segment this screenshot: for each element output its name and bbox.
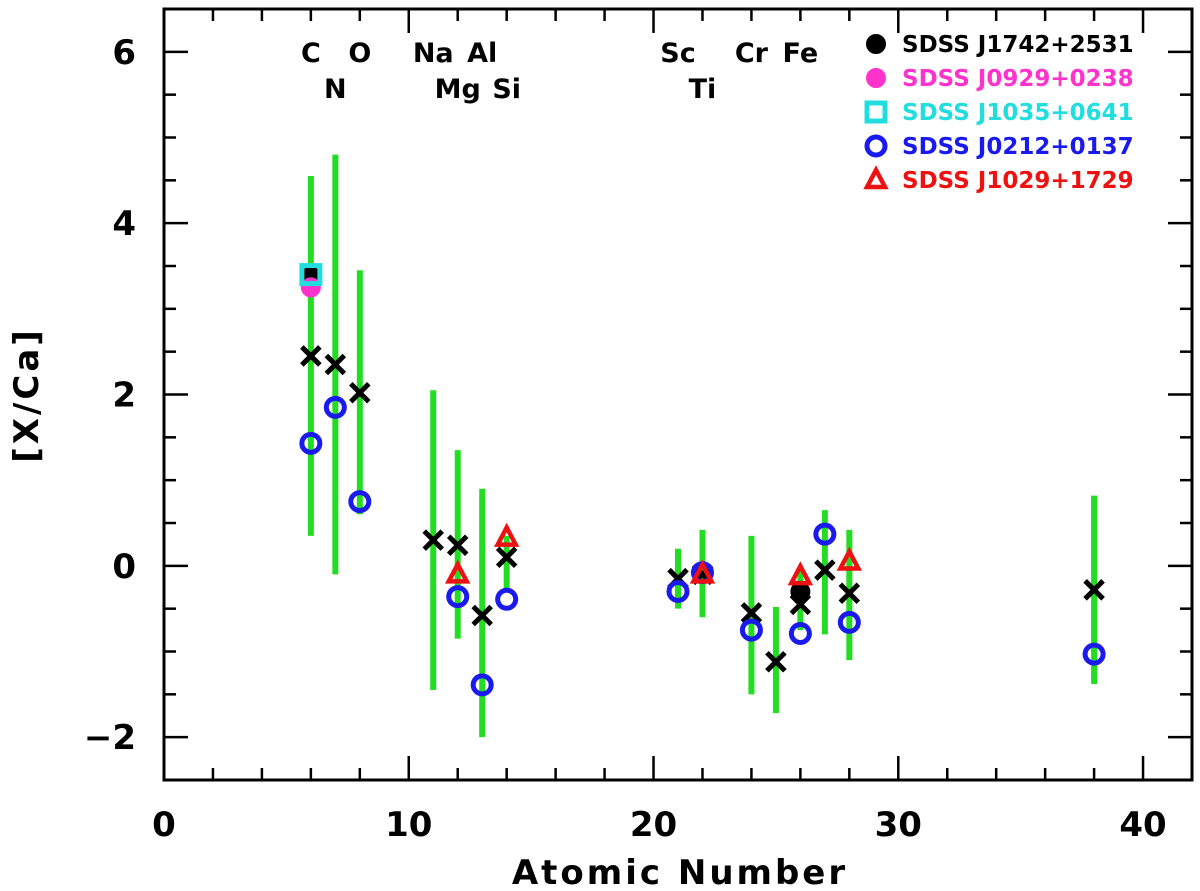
reference-point [814,559,836,581]
series-0 [300,266,811,602]
cross-stroke [471,604,493,627]
cross-stroke [349,382,371,404]
y-tick-label: −2 [84,718,136,758]
tick-layer: 0 10 20 30 40 −2 0 2 4 6 [84,7,1194,845]
cross-stroke [446,534,469,557]
data-point [348,490,372,514]
cross-stroke [765,651,787,673]
data-point [836,546,863,571]
legend-label: SDSS J0929+0238 [902,66,1134,92]
cross-stroke [1083,579,1105,601]
data-point [299,431,323,455]
legend-marker [864,134,888,158]
series-layer [299,263,1106,697]
reference-point [495,546,518,569]
reference-point [1083,579,1105,601]
legend-marker [864,100,888,124]
element-label: Ti [689,74,717,105]
element-label: O [348,38,371,69]
data-point [1082,642,1106,666]
legend-label: SDSS J0212+0137 [902,134,1134,160]
legend-label: SDSS J1742+2531 [902,32,1134,58]
reference-point [422,529,445,551]
x-tick-label: 20 [630,805,677,845]
reference-point [300,345,322,367]
cross-stroke [300,345,322,367]
data-point [444,559,471,584]
data-point [446,585,470,609]
x-tick-label: 10 [385,805,432,845]
cross-stroke [814,559,836,581]
legend-marker [866,34,886,54]
data-point [788,622,812,646]
reference-point [471,604,493,627]
element-label: C [301,38,321,69]
y-tick-label: 0 [112,547,136,587]
reference-point [838,582,861,605]
legend-marker [866,68,886,88]
data-point [323,395,347,419]
element-label: Al [467,38,497,69]
x-tick-label: 0 [152,805,176,845]
data-point [689,559,716,584]
y-tick-label: 2 [112,376,136,416]
legend-label: SDSS J1029+1729 [902,168,1134,194]
cross-stroke [740,602,763,624]
x-axis-label: Atomic Number [512,853,848,891]
legend-marker [863,165,889,190]
data-point [470,673,494,697]
element-label: N [324,74,347,105]
reference-point [740,602,763,624]
element-label-layer: CNO Na Mg Al Si Sc Ti Cr Fe [301,38,818,105]
data-point [739,618,763,642]
data-point [666,580,690,604]
series-3 [299,395,1106,697]
element-label: Mg [435,74,481,105]
y-tick-label: 4 [112,204,136,244]
data-point [813,522,837,546]
x-tick-label: 40 [1119,805,1166,845]
legend-label: SDSS J1035+0641 [902,100,1134,126]
reference-point [324,353,347,376]
data-point [493,522,520,547]
data-point [787,561,814,586]
cross-stroke [495,546,518,569]
reference-range-layer [300,154,1105,738]
series-2 [299,263,323,287]
y-tick-label: 6 [112,33,136,73]
reference-point [765,651,787,673]
cross-stroke [422,529,445,551]
element-label: Si [492,74,521,105]
cross-stroke [838,582,861,605]
element-label: Na [413,38,454,69]
cross-stroke [324,353,347,376]
series-4 [444,522,863,586]
data-point [495,587,519,611]
element-label: Cr [735,38,769,69]
data-point [837,610,861,634]
reference-point [446,534,469,557]
y-axis-label: [X/Ca] [7,327,47,463]
data-point [299,263,323,287]
legend: SDSS J1742+2531 SDSS J0929+0238 SDSS J1035… [863,32,1134,194]
reference-point [349,382,371,404]
element-label: Fe [783,38,819,69]
element-label: Sc [660,38,695,69]
x-tick-label: 30 [875,805,922,845]
